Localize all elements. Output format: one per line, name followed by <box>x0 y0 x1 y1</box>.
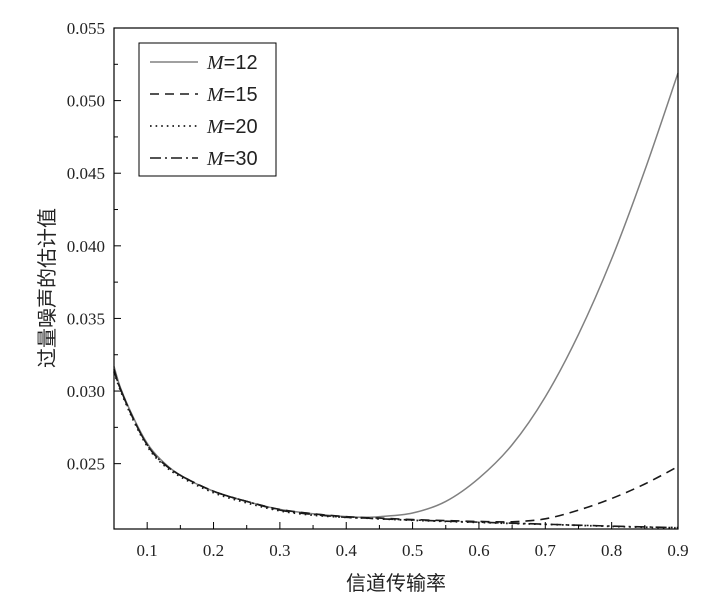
x-tick-label: 0.1 <box>137 541 158 560</box>
plot-content <box>113 72 679 529</box>
legend-label: M=15 <box>206 84 258 106</box>
legend-label: M=20 <box>206 116 258 138</box>
y-tick-label: 0.030 <box>67 382 105 401</box>
x-tick-label: 0.4 <box>336 541 358 560</box>
x-tick-label: 0.5 <box>402 541 423 560</box>
legend-label-var: M <box>206 84 225 106</box>
series-line-m-30 <box>113 370 679 529</box>
x-tick-label: 0.3 <box>269 541 290 560</box>
x-tick-label: 0.2 <box>203 541 224 560</box>
y-tick-label: 0.040 <box>67 237 105 256</box>
x-axis-title: 信道传输率 <box>346 571 446 595</box>
x-tick-label: 0.8 <box>601 541 622 560</box>
legend-label-var: M <box>206 52 225 74</box>
legend-label-value: =15 <box>224 84 258 106</box>
legend-box <box>138 42 277 177</box>
legend-label: M=30 <box>206 148 258 170</box>
legend-label-value: =30 <box>224 148 258 170</box>
y-axis-title: 过量噪声的估计值 <box>35 208 59 368</box>
y-tick-label: 0.025 <box>67 455 105 474</box>
x-tick-label: 0.9 <box>667 541 688 560</box>
legend-label-var: M <box>206 116 225 138</box>
y-tick-label: 0.035 <box>67 309 105 328</box>
legend-label: M=12 <box>206 52 258 74</box>
series-line-m-20 <box>113 371 679 529</box>
x-tick-label: 0.7 <box>535 541 557 560</box>
legend-label-var: M <box>206 148 225 170</box>
legend-label-value: =20 <box>224 116 258 138</box>
plot-frame <box>113 27 679 530</box>
y-tick-label: 0.045 <box>67 164 105 183</box>
legend-label-value: =12 <box>224 52 258 74</box>
y-tick-label: 0.050 <box>67 92 105 111</box>
y-axis: 0.025 0.030 0.035 0.040 0.045 0.050 0.055 <box>67 19 121 474</box>
x-tick-label: 0.6 <box>468 541 489 560</box>
series-line-m-15 <box>113 369 679 523</box>
y-tick-label: 0.055 <box>67 19 105 38</box>
legend: M=12M=15M=20M=30 <box>138 42 277 177</box>
x-axis: 0.1 0.2 0.3 0.4 0.5 0.6 0.7 0.8 0.9 <box>137 522 689 560</box>
